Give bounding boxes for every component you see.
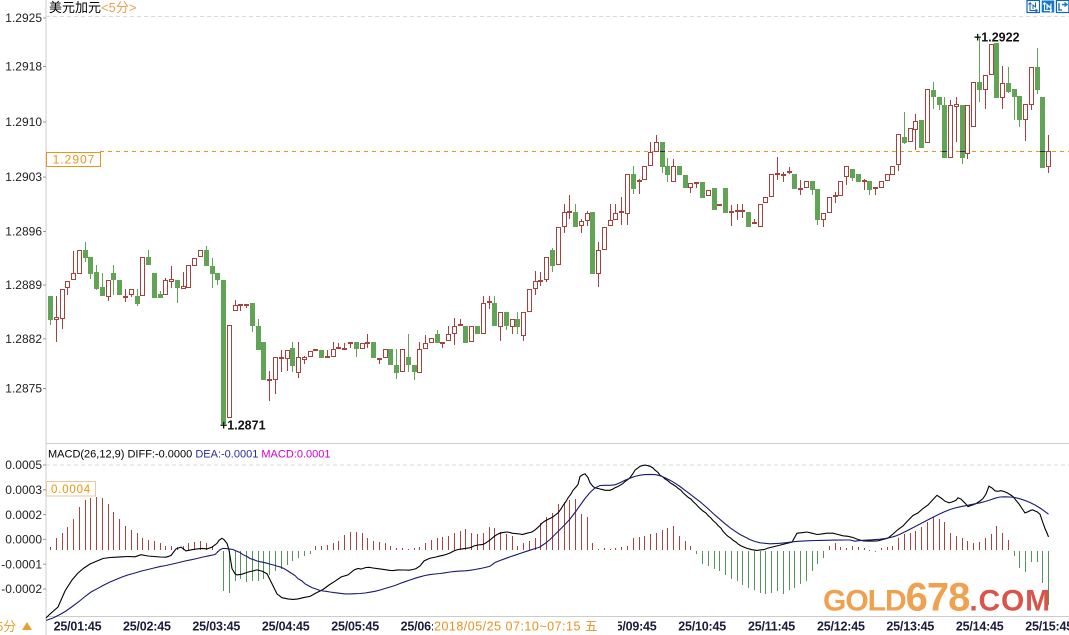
svg-text:0.0004: 0.0004 (51, 484, 91, 496)
svg-text:1.2889: 1.2889 (5, 278, 42, 292)
svg-text:25/04:45: 25/04:45 (262, 620, 310, 634)
svg-text:+1.2922: +1.2922 (974, 31, 1020, 45)
svg-text:1.2918: 1.2918 (5, 60, 42, 74)
svg-text:MACD(26,12,9) DIFF:-0.0000 DEA: MACD(26,12,9) DIFF:-0.0000 DEA:-0.0001 M… (48, 449, 330, 461)
svg-text:-0.0002: -0.0002 (1, 582, 42, 596)
svg-text:25/09:45: 25/09:45 (609, 620, 657, 634)
svg-text:1.2910: 1.2910 (5, 115, 42, 129)
svg-text:0.0002: 0.0002 (5, 508, 42, 522)
svg-text:1.2907: 1.2907 (53, 153, 96, 167)
svg-text:25/10:45: 25/10:45 (678, 620, 726, 634)
svg-text:1.2882: 1.2882 (5, 332, 42, 346)
svg-text:25/15:45: 25/15:45 (1025, 620, 1069, 634)
svg-text:GOLD678.COM: GOLD678.COM (823, 576, 1051, 620)
svg-text:5分: 5分 (0, 619, 16, 634)
svg-text:0.0003: 0.0003 (5, 483, 42, 497)
svg-text:25/12:45: 25/12:45 (817, 620, 865, 634)
svg-text:25/02:45: 25/02:45 (123, 620, 171, 634)
svg-text:1.2925: 1.2925 (5, 11, 42, 25)
svg-text:0.0000: 0.0000 (5, 533, 42, 547)
svg-text:25/05:45: 25/05:45 (331, 620, 379, 634)
svg-text:1.2875: 1.2875 (5, 382, 42, 396)
svg-text:25/03:45: 25/03:45 (192, 620, 240, 634)
svg-text:2018/05/25 07:10~07:15 五: 2018/05/25 07:10~07:15 五 (434, 620, 598, 634)
svg-text:美元加元<5分>: 美元加元<5分> (49, 0, 136, 15)
svg-text:1.2903: 1.2903 (5, 170, 42, 184)
svg-text:25/13:45: 25/13:45 (886, 620, 934, 634)
svg-text:+1.2871: +1.2871 (220, 419, 266, 433)
svg-text:1.2896: 1.2896 (5, 225, 42, 239)
svg-text:25/01:45: 25/01:45 (54, 620, 102, 634)
svg-text:0.0005: 0.0005 (5, 458, 42, 472)
svg-text:25/14:45: 25/14:45 (956, 620, 1004, 634)
svg-text:25/11:45: 25/11:45 (748, 620, 795, 634)
svg-text:-0.0001: -0.0001 (1, 557, 42, 571)
